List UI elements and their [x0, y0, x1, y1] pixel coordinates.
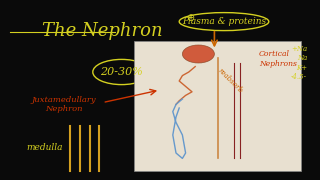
- Text: ⊕: ⊕: [186, 13, 195, 23]
- Text: +Na
Na
K+
-4.5-: +Na Na K+ -4.5-: [291, 45, 307, 81]
- Text: Plasma & proteins: Plasma & proteins: [182, 17, 266, 26]
- Text: medulla: medulla: [27, 143, 63, 152]
- Text: reabsorb: reabsorb: [216, 67, 244, 95]
- FancyBboxPatch shape: [134, 41, 301, 171]
- Text: The Nephron: The Nephron: [42, 22, 162, 40]
- Text: Juxtamedullary
Nephron: Juxtamedullary Nephron: [32, 96, 96, 113]
- Text: 20-30%: 20-30%: [100, 67, 143, 77]
- Text: Cortical
Nephrons: Cortical Nephrons: [259, 50, 297, 68]
- Ellipse shape: [182, 45, 214, 63]
